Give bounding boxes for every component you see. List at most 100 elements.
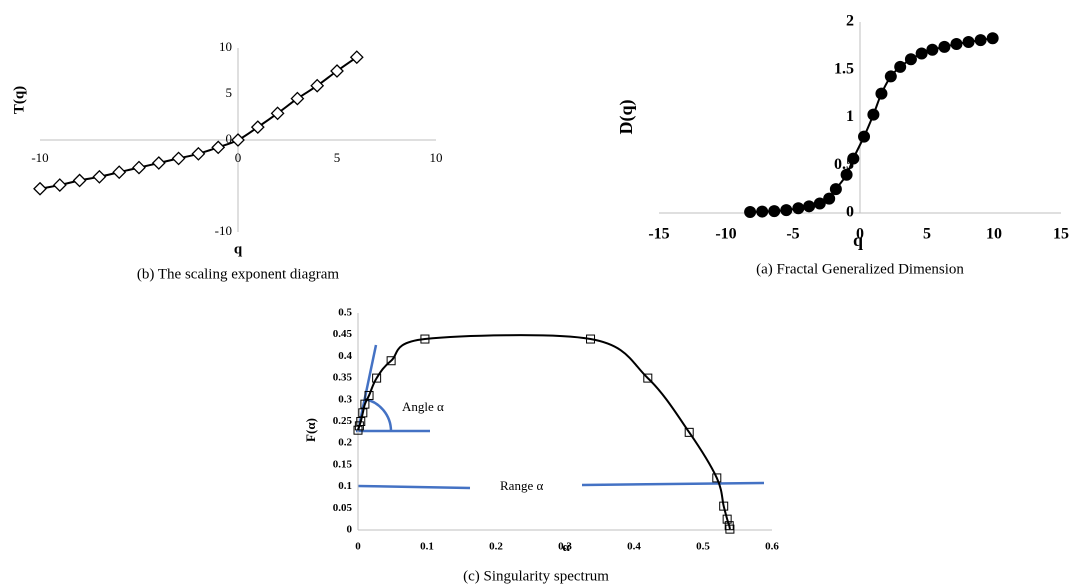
caption: (c) Singularity spectrum (463, 568, 609, 584)
marker (151, 156, 166, 170)
marker (847, 152, 860, 165)
y-tick-label: 0.5 (338, 307, 352, 319)
marker (132, 160, 146, 175)
y-tick-label: 0.35 (333, 372, 353, 384)
y-tick-label: 0 (846, 204, 854, 221)
x-tick-label: 10 (986, 226, 1002, 243)
marker (915, 47, 928, 60)
y-tick-label: -10 (215, 223, 232, 238)
x-tick-label: 10 (430, 150, 443, 165)
x-tick-label: -15 (648, 226, 669, 243)
data-line (750, 37, 993, 214)
marker (803, 200, 816, 213)
marker (813, 197, 826, 210)
marker (360, 399, 370, 409)
y-tick-label: 0.45 (333, 328, 353, 340)
marker (938, 40, 951, 53)
marker (756, 205, 769, 218)
marker (33, 181, 47, 196)
y-tick-label: 1.5 (834, 60, 854, 77)
x-tick-label: 15 (1053, 226, 1069, 243)
x-tick-label: 0.5 (696, 541, 710, 553)
marker (724, 521, 734, 531)
marker (867, 108, 880, 121)
x-tick-label: 0 (355, 541, 361, 553)
marker (722, 514, 732, 524)
y-tick-label: 0 (226, 131, 233, 146)
range-line-left (357, 484, 471, 490)
marker (310, 78, 325, 93)
x-tick-label: 0.3 (558, 541, 572, 553)
marker (358, 408, 368, 418)
marker (684, 427, 694, 437)
y-tick-label: 0.25 (333, 415, 353, 427)
marker (231, 133, 245, 147)
marker (52, 178, 67, 192)
y-axis-title: T(q) (11, 86, 27, 114)
y-tick-label: 0 (347, 524, 353, 536)
marker (950, 37, 963, 50)
marker (191, 146, 206, 161)
marker (643, 373, 653, 383)
x-axis-title: α (562, 539, 570, 554)
annotation: Angle α (402, 399, 444, 414)
marker (719, 501, 729, 511)
x-tick-label: 0 (856, 226, 864, 243)
x-tick-label: 5 (334, 150, 341, 165)
data-line (39, 56, 358, 190)
x-tick-label: -5 (786, 226, 799, 243)
x-tick-label: 5 (923, 226, 931, 243)
marker (725, 524, 735, 534)
marker (962, 36, 975, 49)
marker (829, 183, 842, 196)
x-tick-label: 0.6 (765, 541, 779, 553)
y-axis-title: D(q) (616, 99, 637, 134)
y-tick-label: 0.2 (338, 437, 352, 449)
marker (211, 140, 226, 155)
x-tick-label: 0.4 (627, 541, 641, 553)
annotation: Range α (500, 478, 543, 493)
marker (884, 70, 897, 83)
marker (712, 473, 722, 483)
marker (780, 204, 793, 217)
y-tick-label: 2 (846, 13, 854, 30)
y-tick-label: 1 (846, 108, 854, 125)
data-line (357, 334, 731, 530)
marker (112, 165, 127, 180)
marker (349, 50, 364, 65)
marker (586, 334, 596, 344)
marker (330, 64, 344, 78)
x-tick-label: 0.2 (489, 541, 503, 553)
marker (420, 334, 430, 344)
range-line-right (581, 481, 765, 487)
marker (768, 205, 781, 218)
marker (974, 34, 987, 47)
x-axis-title: q (234, 241, 243, 257)
marker (792, 202, 805, 215)
x-axis-title: q (853, 230, 863, 250)
y-tick-label: 0.4 (338, 350, 352, 362)
marker (372, 373, 382, 383)
marker (858, 130, 871, 143)
marker (386, 356, 396, 366)
marker (270, 106, 285, 121)
marker (171, 151, 186, 166)
marker (894, 60, 907, 73)
marker (356, 417, 366, 426)
y-tick-label: 5 (226, 85, 233, 100)
y-tick-label: 0.1 (338, 480, 352, 492)
marker (72, 173, 87, 188)
y-tick-label: 10 (219, 39, 232, 54)
caption: (a) Fractal Generalized Dimension (756, 261, 964, 277)
marker (364, 390, 374, 400)
y-tick-label: 0.05 (333, 502, 353, 514)
marker (926, 43, 939, 56)
annotation-shapes (356, 344, 765, 490)
marker (875, 87, 888, 100)
marker (250, 120, 265, 135)
y-axis-title: F(α) (303, 418, 318, 442)
marker (92, 169, 107, 184)
marker (744, 206, 757, 219)
marker (823, 192, 836, 205)
